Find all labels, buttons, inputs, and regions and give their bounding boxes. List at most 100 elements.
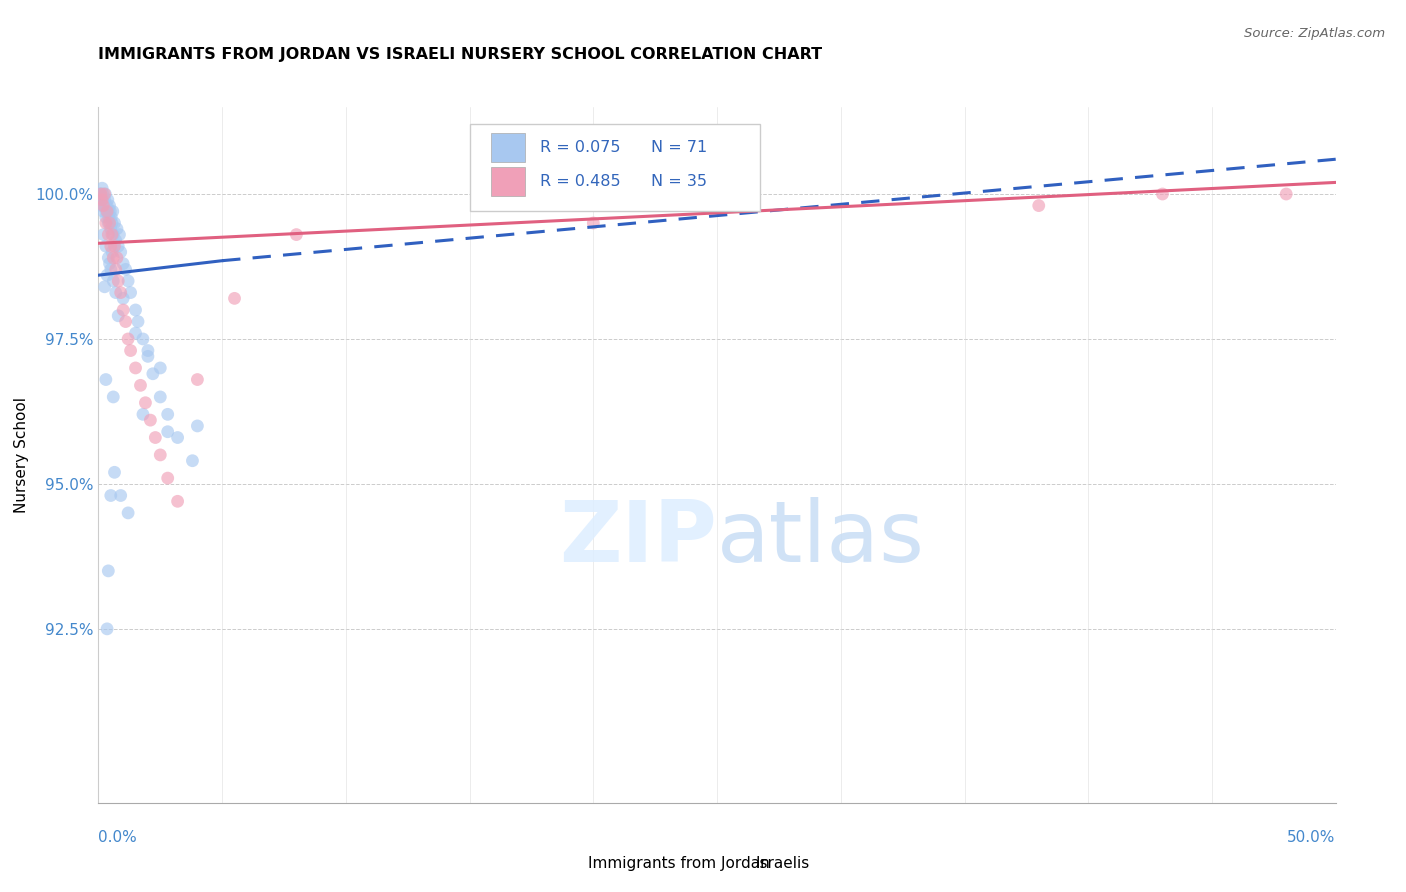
Point xyxy=(105,221,128,235)
Point xyxy=(149,448,172,462)
Point xyxy=(96,204,118,219)
Text: 50.0%: 50.0% xyxy=(1288,830,1336,845)
Point xyxy=(93,204,115,219)
Point xyxy=(114,262,136,277)
Point xyxy=(101,204,124,219)
Point xyxy=(100,262,122,277)
FancyBboxPatch shape xyxy=(491,167,526,196)
Point xyxy=(139,413,162,427)
Point xyxy=(93,187,115,202)
Point xyxy=(156,408,179,422)
Point xyxy=(101,227,124,242)
Point xyxy=(1275,187,1298,202)
Point xyxy=(98,204,121,219)
Point xyxy=(156,425,179,439)
Text: 0.0%: 0.0% xyxy=(98,830,138,845)
Point xyxy=(97,204,120,219)
Point xyxy=(224,292,246,306)
Y-axis label: Nursery School: Nursery School xyxy=(14,397,28,513)
Point xyxy=(104,285,127,300)
Point xyxy=(97,193,120,207)
Point xyxy=(112,257,135,271)
Text: Israelis: Israelis xyxy=(755,855,810,871)
Point xyxy=(94,187,117,202)
Point xyxy=(132,332,155,346)
Point xyxy=(186,373,208,387)
Text: Source: ZipAtlas.com: Source: ZipAtlas.com xyxy=(1244,27,1385,40)
Point xyxy=(156,471,179,485)
Point xyxy=(89,193,111,207)
Point xyxy=(166,494,188,508)
Point xyxy=(103,390,125,404)
Text: Immigrants from Jordan: Immigrants from Jordan xyxy=(588,855,770,871)
Point xyxy=(132,408,155,422)
FancyBboxPatch shape xyxy=(557,852,583,874)
Point xyxy=(89,187,111,202)
Point xyxy=(120,285,142,300)
Point xyxy=(94,211,117,225)
Point xyxy=(91,187,114,202)
Point xyxy=(104,262,127,277)
Point xyxy=(110,489,132,503)
Point xyxy=(1152,187,1174,202)
Point xyxy=(98,199,121,213)
Point xyxy=(181,453,204,467)
Point xyxy=(117,332,139,346)
Point xyxy=(142,367,165,381)
FancyBboxPatch shape xyxy=(470,124,761,211)
Point xyxy=(91,193,114,207)
Point xyxy=(94,216,117,230)
Point xyxy=(98,257,121,271)
Point xyxy=(91,181,114,195)
Point xyxy=(91,193,114,207)
Point xyxy=(96,268,118,283)
Point xyxy=(124,326,146,341)
Point xyxy=(143,431,166,445)
Point xyxy=(100,221,122,235)
Point xyxy=(93,193,115,207)
Text: N = 71: N = 71 xyxy=(651,140,707,154)
Point xyxy=(107,274,129,288)
Point xyxy=(110,285,132,300)
Point xyxy=(108,227,131,242)
Point xyxy=(285,227,308,242)
Text: IMMIGRANTS FROM JORDAN VS ISRAELI NURSERY SCHOOL CORRELATION CHART: IMMIGRANTS FROM JORDAN VS ISRAELI NURSER… xyxy=(98,47,823,62)
Point xyxy=(186,419,208,434)
Point xyxy=(110,245,132,260)
Point xyxy=(90,187,112,202)
Point xyxy=(90,187,112,202)
Point xyxy=(90,199,112,213)
Point xyxy=(101,216,124,230)
Point xyxy=(149,361,172,376)
Point xyxy=(97,216,120,230)
Point xyxy=(1028,199,1050,213)
Point xyxy=(117,506,139,520)
Point xyxy=(136,343,159,358)
Point xyxy=(94,199,117,213)
Point xyxy=(124,361,146,376)
Text: atlas: atlas xyxy=(717,497,925,580)
Point xyxy=(97,227,120,242)
Point xyxy=(97,564,120,578)
Point xyxy=(582,216,605,230)
Text: N = 35: N = 35 xyxy=(651,174,707,189)
Point xyxy=(134,396,156,410)
Text: ZIP: ZIP xyxy=(560,497,717,580)
Point xyxy=(96,199,118,213)
Point xyxy=(93,199,115,213)
Point xyxy=(103,274,125,288)
Text: R = 0.485: R = 0.485 xyxy=(540,174,621,189)
Point xyxy=(103,466,125,480)
Point xyxy=(100,239,122,253)
Point xyxy=(124,303,146,318)
Point xyxy=(101,245,124,260)
FancyBboxPatch shape xyxy=(723,852,751,874)
Point xyxy=(105,251,128,265)
Point xyxy=(94,239,117,253)
Point xyxy=(104,234,127,248)
Point xyxy=(103,227,125,242)
Point xyxy=(97,211,120,225)
Point xyxy=(166,431,188,445)
Point xyxy=(127,315,149,329)
Point xyxy=(100,211,122,225)
